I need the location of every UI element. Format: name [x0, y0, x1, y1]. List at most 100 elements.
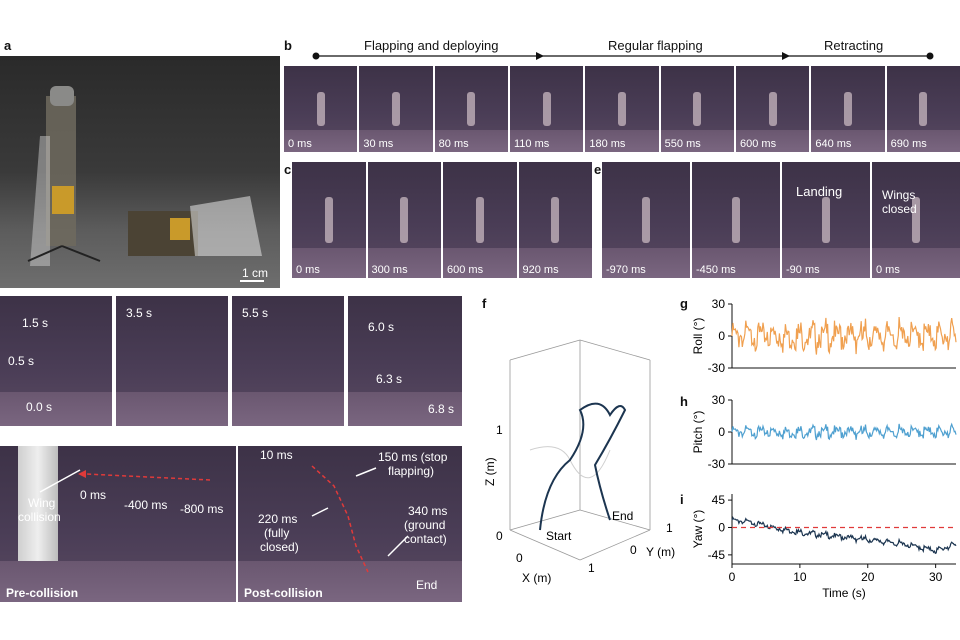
xtick-label-i: 20 — [861, 570, 875, 584]
post-collision-path — [311, 465, 409, 573]
phase-regular-flapping: Regular flapping — [608, 38, 703, 53]
series-line-h — [731, 422, 957, 441]
j-time-220-1: 220 ms — [258, 512, 298, 526]
c-frame-2: 300 ms — [367, 162, 441, 278]
d-time-3-5: 3.5 s — [126, 306, 153, 320]
ytick-label-h: 30 — [712, 393, 726, 407]
j-wing-label-2: collision — [18, 510, 61, 524]
j-pre-time-0: 0 ms — [80, 488, 107, 502]
e-frame-4: 0 ms Wings closed — [872, 162, 960, 278]
d-time-6-0: 6.0 s — [368, 320, 395, 334]
c-time-label: 0 ms — [296, 264, 320, 276]
c-frame-1: 0 ms — [292, 162, 366, 278]
b-frame-1: 0 ms — [284, 66, 358, 152]
robot-figure — [768, 91, 777, 127]
ytick-label-g: 30 — [712, 297, 726, 311]
robot-figure — [919, 91, 928, 127]
ylabel-g: Roll (°) — [691, 318, 705, 355]
panel-label-f: f — [482, 296, 487, 311]
e-frame-1: -970 ms — [602, 162, 690, 278]
j-time-150-1: 150 ms (stop — [378, 450, 448, 464]
trajectory-shadow — [529, 446, 611, 479]
phase-flapping-deploying: Flapping and deploying — [364, 38, 499, 53]
b-time-label: 640 ms — [815, 138, 852, 150]
f-z-label: Z (m) — [483, 457, 497, 486]
panel-label-e: e — [594, 162, 602, 177]
robot-figure — [822, 196, 830, 244]
j-end-label: End — [416, 578, 438, 592]
trajectory-path — [539, 402, 627, 531]
j-time-10: 10 ms — [260, 448, 293, 462]
robot-figure — [324, 196, 333, 244]
ytick-label-h: -30 — [708, 457, 726, 471]
c-frame-4: 920 ms — [518, 162, 592, 278]
b-frame-5: 180 ms — [585, 66, 659, 152]
robot-figure — [693, 91, 702, 127]
timeline-arrow-1 — [536, 52, 544, 60]
ytick-label-i: 45 — [712, 493, 726, 507]
d-time-0-0: 0.0 s — [26, 400, 53, 414]
ytick-label-h: 0 — [718, 425, 725, 439]
j-pre-time-800: -800 ms — [180, 502, 224, 516]
ylabel-h: Pitch (°) — [691, 411, 705, 454]
panel-label-g: g — [680, 296, 688, 311]
timeline-start-dot — [312, 52, 320, 60]
timeline-arrow-2 — [782, 52, 790, 60]
scale-bar — [240, 280, 264, 282]
b-time-label: 80 ms — [438, 138, 469, 150]
b-time-label: 0 ms — [288, 138, 312, 150]
f-x-label: X (m) — [522, 571, 551, 585]
e-frame-2: -450 ms — [692, 162, 780, 278]
f-y-tick-0: 0 — [630, 543, 637, 557]
j-post-collision-label: Post-collision — [244, 586, 323, 600]
d-time-6-8: 6.8 s — [428, 402, 455, 416]
robot-figure — [617, 91, 626, 127]
j-time-150-2: flapping) — [388, 464, 435, 478]
b-frame-3: 80 ms — [434, 66, 508, 152]
ytick-label-g: 0 — [718, 329, 725, 343]
f-z-tick-0: 0 — [496, 529, 503, 543]
e-time-label: -970 ms — [606, 264, 646, 276]
robot-figure — [642, 196, 650, 244]
d-time-0-5: 0.5 s — [8, 354, 35, 368]
panel-label-a: a — [4, 38, 12, 53]
j-time-340-1: 340 ms — [408, 504, 448, 518]
ytick-label-i: -45 — [708, 548, 726, 562]
xlabel-i: Time (s) — [822, 586, 866, 600]
e-time-label: 0 ms — [876, 264, 900, 276]
b-time-label: 690 ms — [890, 138, 927, 150]
b-frame-7: 600 ms — [736, 66, 810, 152]
f-end-label: End — [612, 509, 633, 523]
robot-figure — [400, 196, 409, 244]
xtick-label-i: 30 — [929, 570, 943, 584]
panel-label-h: h — [680, 394, 688, 409]
phase-retracting: Retracting — [824, 38, 884, 53]
robot-figure — [542, 91, 551, 127]
e-frame-3: -90 ms Landing — [782, 162, 870, 278]
j-pre-collision-label: Pre-collision — [6, 586, 79, 600]
e-wings-label-1: Wings — [882, 188, 916, 202]
c-time-label: 920 ms — [522, 264, 559, 276]
robot-figure — [316, 91, 325, 127]
f-x-tick-1: 1 — [588, 561, 595, 575]
panel-j-post: 10 ms 150 ms (stop flapping) 220 ms (ful… — [238, 446, 462, 602]
panel-label-b: b — [284, 38, 292, 53]
d-time-1-5: 1.5 s — [22, 316, 49, 330]
f-y-tick-1: 1 — [666, 521, 673, 535]
panel-a-photo: 1 cm — [0, 56, 280, 288]
b-time-label: 180 ms — [589, 138, 626, 150]
ytick-label-i: 0 — [718, 520, 725, 534]
robot-illustration — [27, 86, 262, 266]
robot-figure — [551, 196, 560, 244]
xtick-label-i: 10 — [793, 570, 807, 584]
panel-d-frame-2: 3.5 s — [116, 296, 228, 426]
d-time-6-3: 6.3 s — [376, 372, 403, 386]
b-time-label: 110 ms — [514, 138, 550, 150]
panel-d-frame-4: 6.0 s 6.3 s 6.8 s — [348, 296, 462, 426]
f-start-label: Start — [546, 529, 572, 543]
robot-figure — [475, 196, 484, 244]
ytick-label-g: -30 — [708, 361, 726, 375]
e-time-label: -450 ms — [696, 264, 736, 276]
panel-label-c: c — [284, 162, 292, 177]
